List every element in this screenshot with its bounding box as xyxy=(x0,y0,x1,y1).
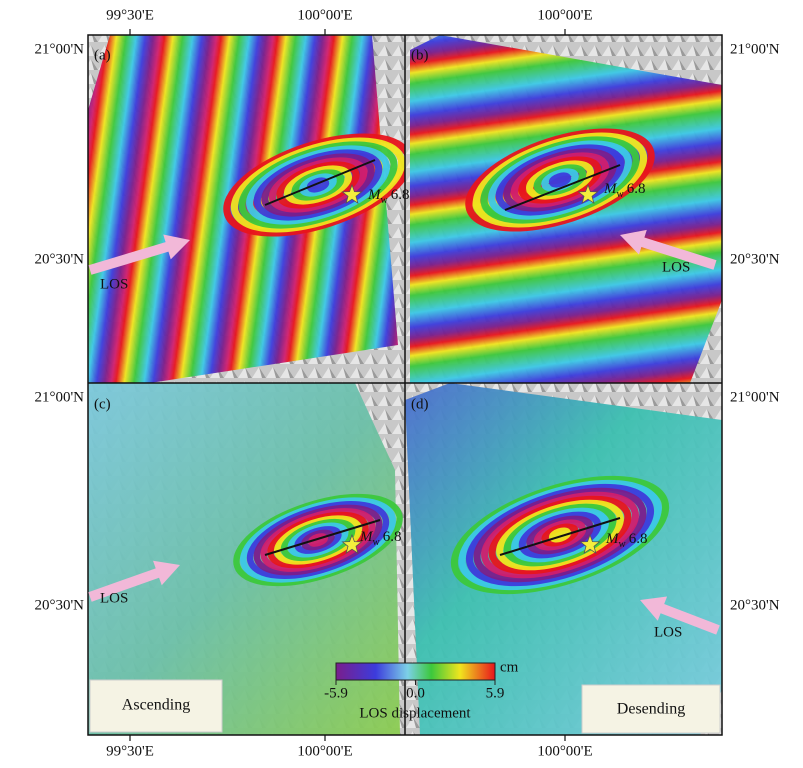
magnitude-subscript: w xyxy=(373,537,381,548)
fringe xyxy=(551,174,568,185)
lat-label: 20°30'N xyxy=(34,597,84,613)
panel-label: (a) xyxy=(94,47,111,63)
magnitude-subscript: w xyxy=(381,195,389,206)
magnitude-subscript: w xyxy=(617,189,625,200)
panel-label: (d) xyxy=(411,396,429,412)
legend-text: Desending xyxy=(617,701,685,718)
magnitude-value: 6.8 xyxy=(383,529,402,545)
figure: 99°30'E 100°00'E 100°00'E 99°30'E 100°00… xyxy=(0,0,803,763)
lat-label: 21°00'N xyxy=(730,389,780,405)
lat-label: 21°00'N xyxy=(34,389,84,405)
lat-label: 21°00'N xyxy=(730,41,780,57)
los-label: LOS xyxy=(654,624,682,640)
lon-label: 100°00'E xyxy=(537,7,592,23)
lat-label: 21°00'N xyxy=(34,41,84,57)
colorbar-tick-label: 0.0 xyxy=(406,685,425,701)
panel-a xyxy=(88,35,421,383)
colorbar-tick-label: -5.9 xyxy=(324,685,348,701)
lon-label: 99°30'E xyxy=(106,7,154,23)
magnitude-value: 6.8 xyxy=(629,531,648,547)
magnitude-value: 6.8 xyxy=(391,187,410,203)
lat-label: 20°30'N xyxy=(730,597,780,613)
panel-b xyxy=(405,35,722,383)
panel-label: (b) xyxy=(411,47,429,63)
los-label: LOS xyxy=(100,276,128,292)
colorbar-tick-label: 5.9 xyxy=(486,685,505,701)
lat-label: 20°30'N xyxy=(34,251,84,267)
lon-label: 100°00'E xyxy=(537,743,592,759)
los-label: LOS xyxy=(100,590,128,606)
panel-d xyxy=(405,383,722,735)
magnitude-subscript: w xyxy=(619,539,627,550)
magnitude-value: 6.8 xyxy=(627,181,646,197)
panel-label: (c) xyxy=(94,396,111,412)
lat-label: 20°30'N xyxy=(730,251,780,267)
colorbar-title: LOS displacement xyxy=(359,705,471,721)
lon-label: 99°30'E xyxy=(106,743,154,759)
los-label: LOS xyxy=(662,259,690,275)
lon-label: 100°00'E xyxy=(297,7,352,23)
lon-label: 100°00'E xyxy=(297,743,352,759)
colorbar-unit: cm xyxy=(500,659,519,675)
legend-text: Ascending xyxy=(122,697,190,714)
colorbar xyxy=(336,663,495,680)
